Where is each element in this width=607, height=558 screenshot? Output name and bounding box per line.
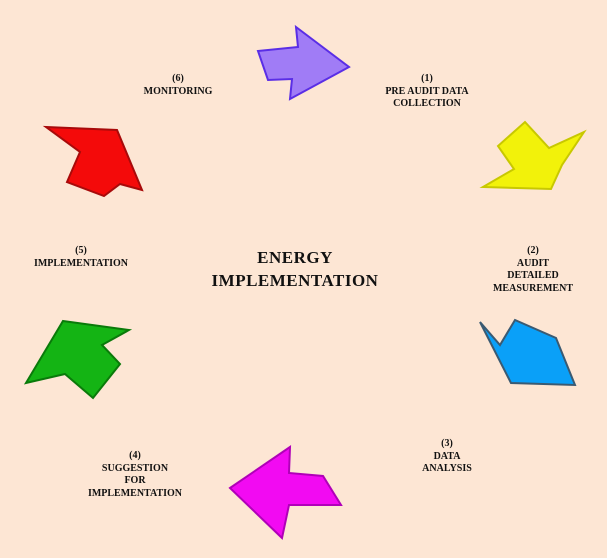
step-4-line-1: SUGGESTION (101, 462, 169, 474)
step-2-line-2: DETAILED (507, 270, 559, 281)
step-3-line-2: ANALYSIS (422, 463, 472, 474)
arrow-yellow (479, 120, 587, 191)
center-title-line-1: ENERGY (257, 248, 333, 267)
step-1-number: (1) (421, 73, 433, 84)
step-5-label: (5) IMPLEMENTATION (21, 245, 141, 270)
step-2-number: (2) (527, 245, 539, 256)
step-3-number: (3) (441, 438, 453, 449)
step-6-number: (6) (172, 73, 184, 84)
step-1-line-1: PRE AUDIT DATA (385, 85, 469, 97)
step-2-label: (2) AUDIT DETAILED MEASUREMENT (478, 245, 588, 295)
step-2-line-3: MEASUREMENT (492, 282, 573, 294)
step-5-number: (5) (75, 245, 87, 256)
step-6-label: (6) MONITORING (123, 73, 233, 98)
arrow-green (23, 319, 133, 400)
step-3-label: (3) DATA ANALYSIS (402, 438, 492, 476)
center-title-line-2: IMPLEMENTATION (211, 271, 379, 290)
arrow-magenta (228, 445, 343, 540)
step-4-label: (4) SUGGESTION FOR IMPLEMENTATION (75, 450, 195, 500)
step-6-line-1: MONITORING (143, 85, 213, 97)
step-1-label: (1) PRE AUDIT DATA COLLECTION (362, 73, 492, 111)
center-title: ENERGY IMPLEMENTATION (195, 246, 395, 292)
step-4-line-3: IMPLEMENTATION (87, 487, 183, 499)
arrow-blue (479, 318, 577, 387)
step-4-line-2: FOR (124, 475, 146, 486)
step-1-line-2: COLLECTION (393, 98, 461, 109)
step-3-line-1: DATA (433, 450, 461, 462)
arrow-red (42, 125, 144, 198)
step-5-line-1: IMPLEMENTATION (33, 257, 129, 269)
step-4-number: (4) (129, 450, 141, 461)
step-2-line-1: AUDIT (516, 257, 550, 269)
arrow-purple (256, 24, 351, 101)
